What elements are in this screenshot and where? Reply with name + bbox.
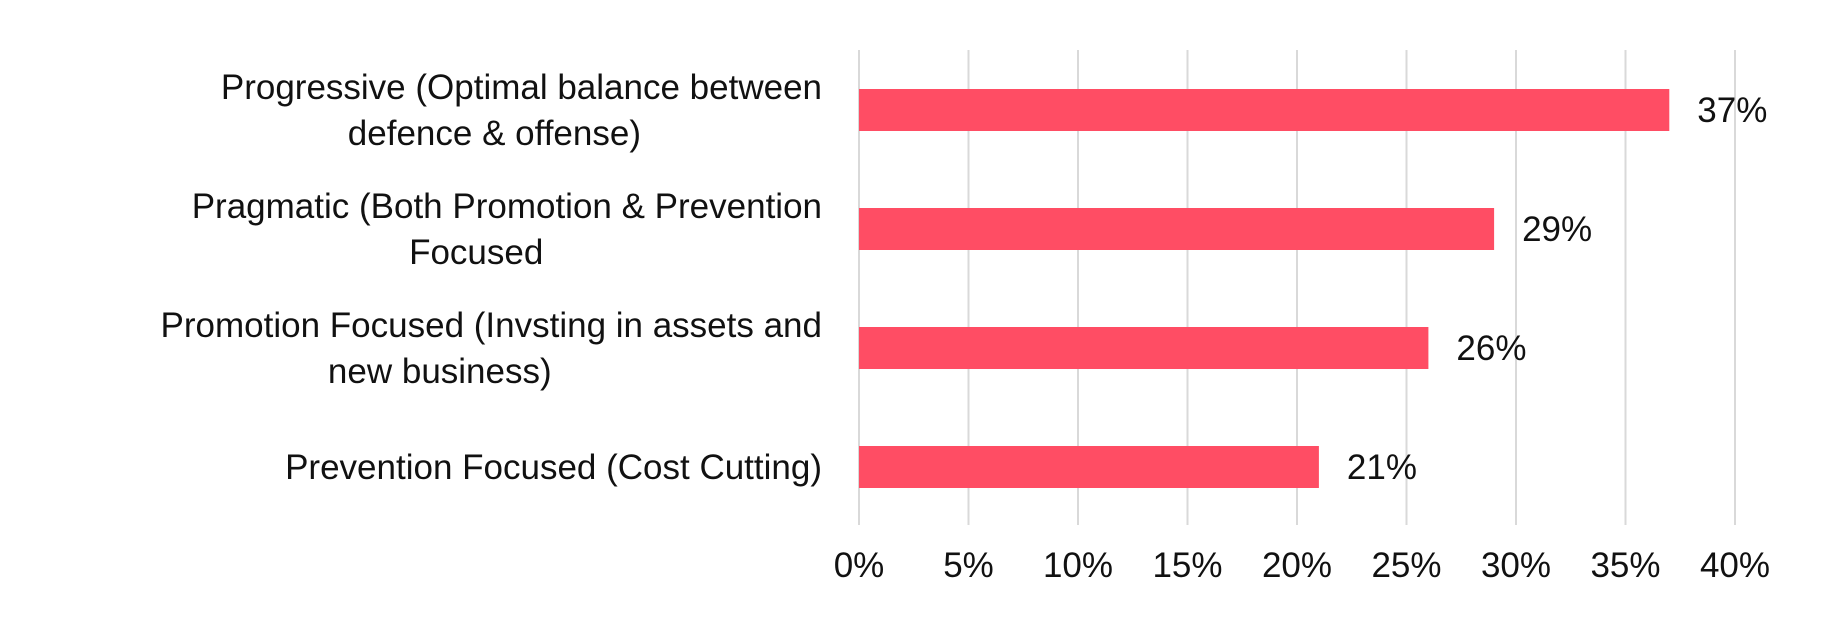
bar: [859, 446, 1319, 488]
category-label: new business): [328, 352, 552, 391]
bar: [859, 208, 1495, 250]
x-tick-label: 40%: [1700, 546, 1770, 585]
category-label: Prevention Focused (Cost Cutting): [285, 448, 822, 487]
x-tick-label: 30%: [1481, 546, 1551, 585]
x-tick-label: 5%: [943, 546, 994, 585]
x-tick-label: 20%: [1262, 546, 1332, 585]
x-tick-label: 15%: [1152, 546, 1222, 585]
data-label: 21%: [1347, 448, 1417, 487]
x-tick-label: 0%: [834, 546, 885, 585]
bar: [859, 89, 1670, 131]
bar: [859, 327, 1429, 369]
category-labels: Progressive (Optimal balance between defe…: [161, 68, 822, 487]
category-label: Pragmatic (Both Promotion & Prevention: [192, 187, 822, 226]
category-label: defence & offense): [348, 114, 641, 153]
data-label: 26%: [1456, 329, 1526, 368]
x-tick-label: 25%: [1371, 546, 1441, 585]
data-label: 29%: [1522, 210, 1592, 249]
category-label: Progressive (Optimal balance between: [221, 68, 822, 107]
x-axis-tick-labels: 0% 5% 10% 15% 20% 25% 30% 35% 40%: [834, 546, 1770, 585]
data-label: 37%: [1697, 91, 1767, 130]
category-label: Promotion Focused (Invsting in assets an…: [161, 306, 822, 345]
x-tick-label: 10%: [1043, 546, 1113, 585]
category-label: Focused: [409, 233, 543, 272]
bars: [859, 89, 1670, 488]
x-tick-label: 35%: [1590, 546, 1660, 585]
data-labels: 37% 29% 26% 21%: [1347, 91, 1767, 487]
